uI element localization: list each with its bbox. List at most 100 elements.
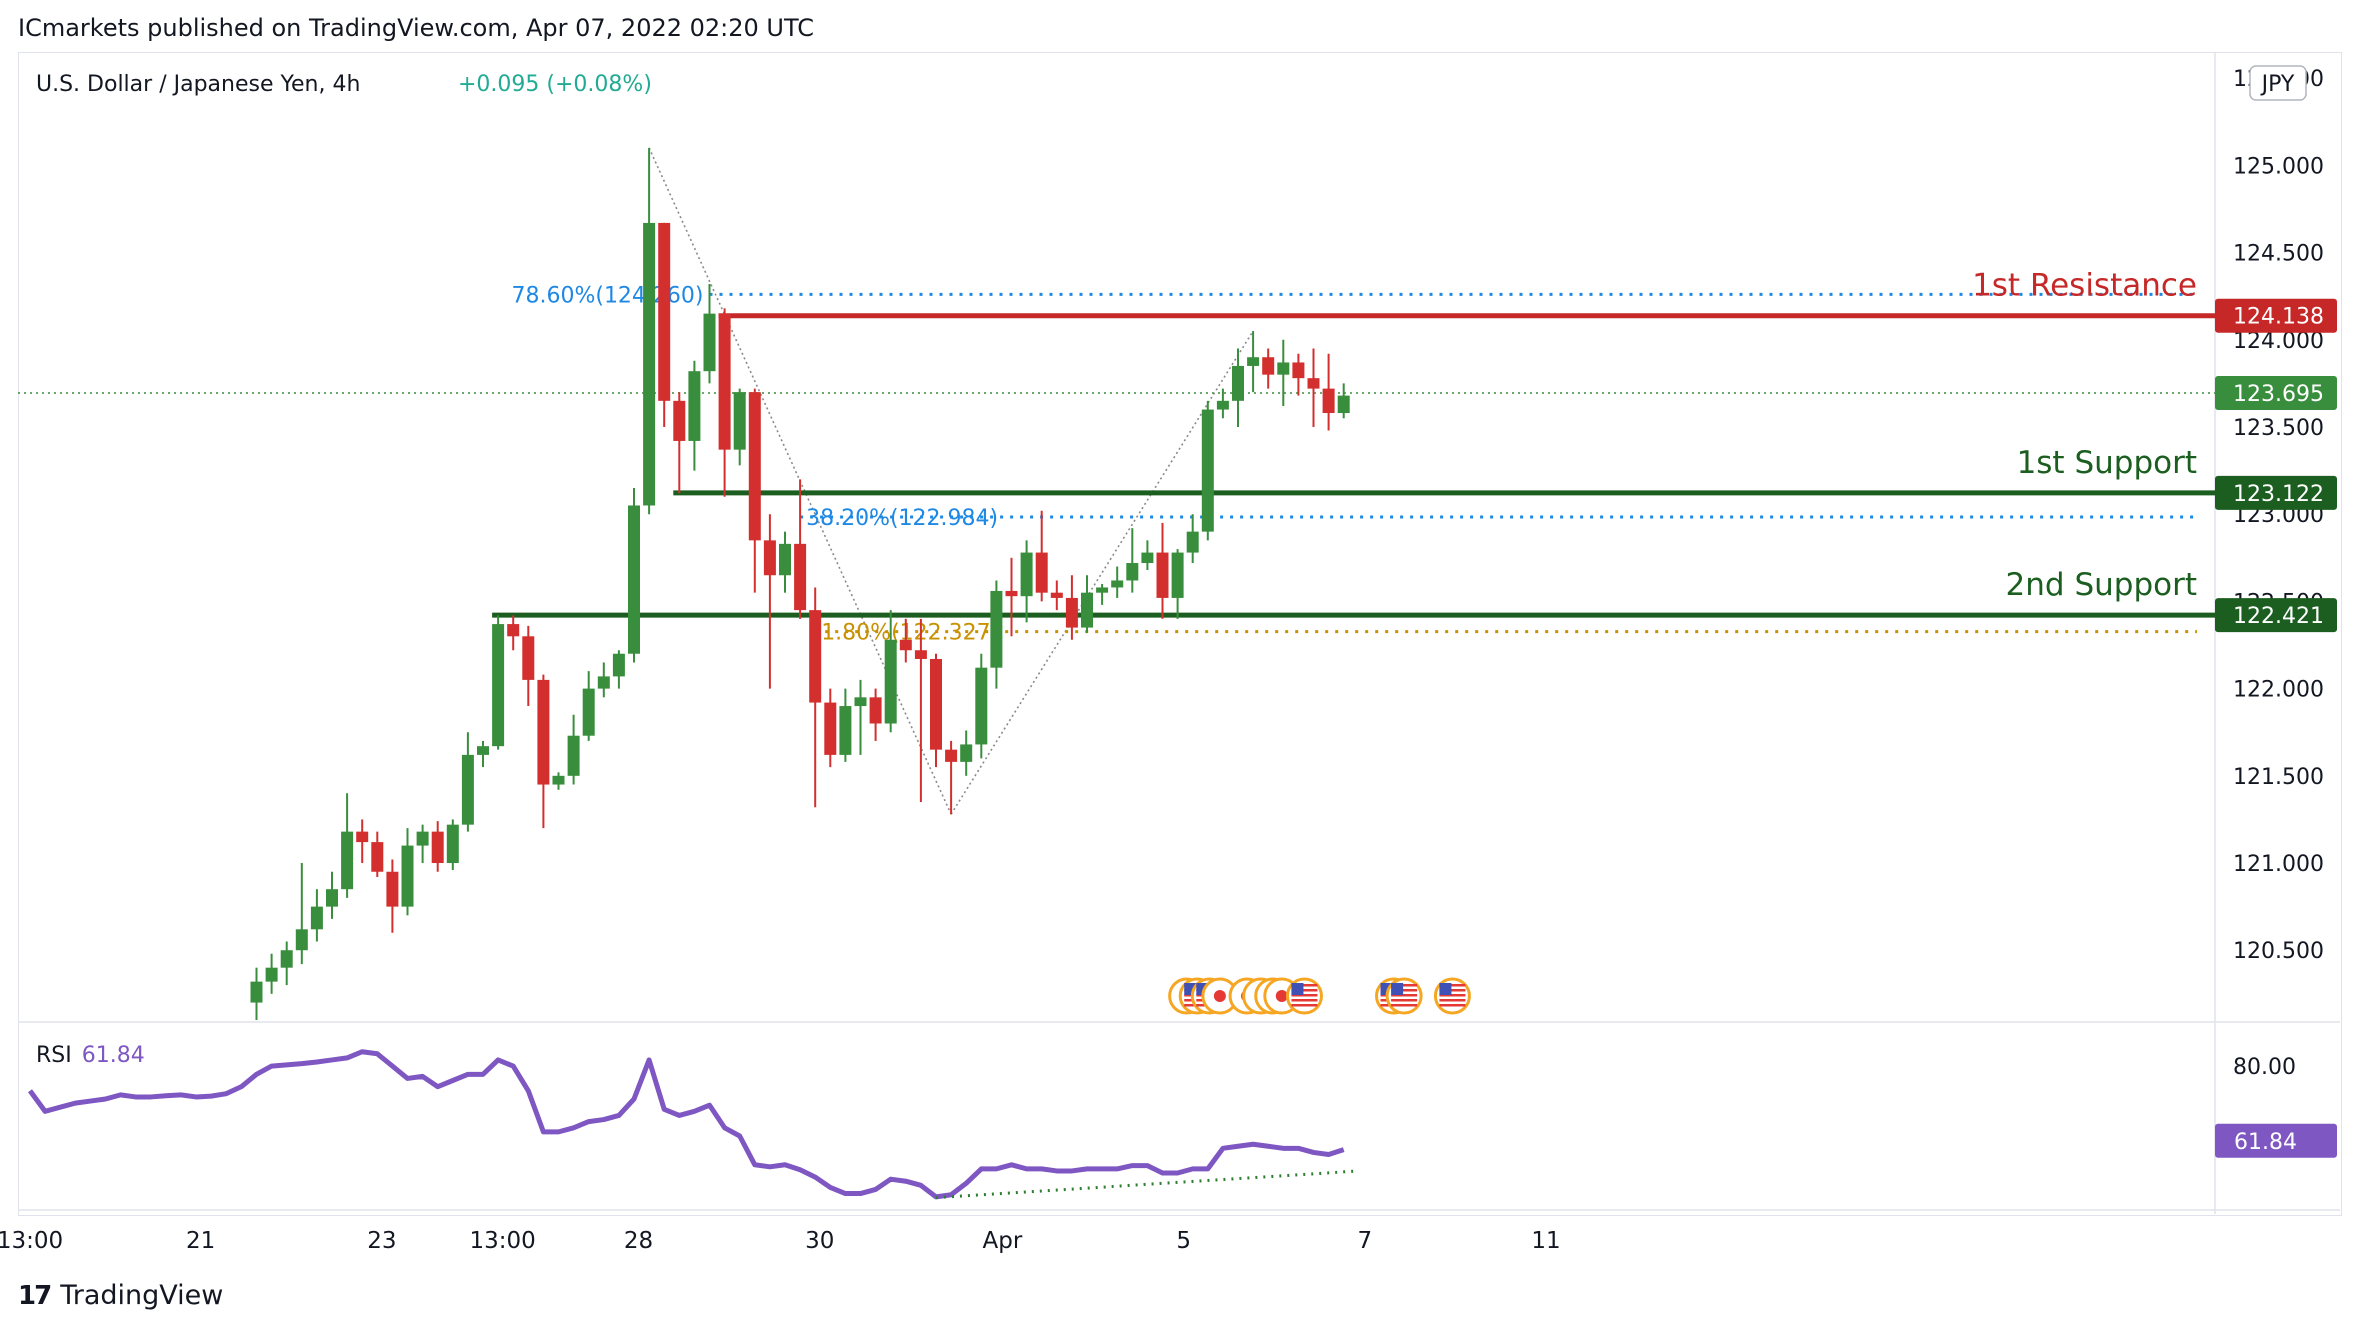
candle bbox=[779, 531, 791, 593]
candle bbox=[1065, 575, 1078, 640]
candle bbox=[461, 732, 474, 832]
candle bbox=[1307, 348, 1320, 427]
candle bbox=[310, 889, 323, 942]
candle bbox=[1277, 339, 1290, 407]
candle-body bbox=[507, 624, 520, 637]
candle bbox=[1216, 388, 1229, 419]
candle bbox=[839, 688, 852, 762]
candle-body bbox=[1277, 362, 1290, 375]
candle-body bbox=[990, 590, 1003, 668]
candle-body bbox=[1232, 365, 1244, 401]
candle-body bbox=[431, 831, 444, 864]
candle bbox=[809, 587, 822, 808]
price-badge-bg bbox=[2215, 298, 2337, 333]
candle bbox=[612, 650, 625, 689]
currency-text: JPY bbox=[2260, 72, 2295, 97]
candle-body bbox=[552, 775, 565, 785]
candle-body bbox=[461, 754, 474, 825]
candle bbox=[582, 671, 595, 741]
candle-body bbox=[688, 371, 701, 441]
candle bbox=[1247, 331, 1260, 393]
candle bbox=[446, 819, 459, 871]
flag-stripe bbox=[1439, 999, 1466, 1002]
support-resistance-levels[interactable]: 1st Resistance 1st Support 2nd Support bbox=[18, 268, 2215, 618]
publish-header: ICmarkets published on TradingView.com, … bbox=[18, 14, 814, 42]
fibonacci-tool[interactable]: 78.60%(124.260)38.20%(122.984)1.80%(122.… bbox=[511, 147, 2197, 815]
candle-body bbox=[884, 639, 897, 724]
candle-body bbox=[1322, 388, 1335, 414]
time-tick-label: 11 bbox=[1531, 1228, 1560, 1254]
price-badge-text: 124.138 bbox=[2233, 305, 2324, 330]
time-tick-label: 28 bbox=[624, 1228, 653, 1254]
candle bbox=[1081, 575, 1093, 633]
time-tick-label: 13:00 bbox=[469, 1228, 535, 1254]
time-tick-label: 21 bbox=[186, 1228, 215, 1254]
candle bbox=[975, 653, 988, 759]
candle bbox=[658, 222, 671, 427]
candle-body bbox=[975, 667, 988, 745]
us-flag-icon bbox=[1285, 977, 1323, 1015]
candle bbox=[1156, 522, 1169, 619]
candle bbox=[794, 479, 807, 619]
candle bbox=[1126, 528, 1139, 593]
candle-body bbox=[1096, 587, 1109, 593]
candle bbox=[1232, 348, 1244, 427]
candle-body bbox=[1035, 552, 1048, 593]
tradingview-logo[interactable]: 17 bbox=[18, 1280, 52, 1311]
candle bbox=[1020, 540, 1033, 623]
candle-body bbox=[824, 702, 837, 755]
candle-body bbox=[567, 735, 580, 776]
price-badge-text: 122.421 bbox=[2233, 604, 2324, 629]
time-tick-label: 5 bbox=[1176, 1228, 1191, 1254]
candle bbox=[265, 953, 278, 994]
candle bbox=[1035, 510, 1048, 602]
candle-body bbox=[763, 540, 776, 576]
candle-body bbox=[1307, 378, 1320, 389]
candle bbox=[341, 793, 354, 898]
candle bbox=[356, 819, 369, 864]
candle bbox=[552, 772, 565, 790]
candle bbox=[416, 824, 429, 864]
flag-stripe bbox=[1439, 989, 1466, 992]
flag-canton bbox=[1391, 983, 1404, 995]
currency-button: JPY bbox=[2249, 65, 2307, 101]
candle-body bbox=[914, 650, 927, 659]
candle bbox=[990, 580, 1003, 689]
candle bbox=[628, 488, 640, 663]
flag-stripe bbox=[1291, 984, 1318, 987]
candle-body bbox=[446, 824, 459, 864]
symbol-title: U.S. Dollar / Japanese Yen, 4h bbox=[36, 72, 361, 97]
flag-canton bbox=[1291, 983, 1304, 995]
candle bbox=[748, 388, 761, 593]
rsi-pane: 80.00 bbox=[27, 1049, 2296, 1200]
candle bbox=[326, 871, 338, 919]
candle bbox=[763, 514, 776, 689]
candle-body bbox=[612, 653, 625, 677]
price-change: +0.095 (+0.08%) bbox=[458, 72, 652, 97]
economic-events[interactable] bbox=[1168, 977, 1471, 1015]
candle-body bbox=[1141, 552, 1154, 564]
candle bbox=[1337, 383, 1350, 419]
candle bbox=[1141, 540, 1154, 571]
price-tick-label: 122.000 bbox=[2233, 678, 2324, 703]
candle-body bbox=[1201, 409, 1214, 532]
fib-level-label: 78.60%(124.260) bbox=[511, 283, 703, 308]
candle-body bbox=[1111, 580, 1124, 588]
candle bbox=[1292, 353, 1305, 396]
candle bbox=[945, 740, 958, 815]
rsi-badge-text: 61.84 bbox=[2234, 1130, 2297, 1155]
price-badge-text: 123.122 bbox=[2233, 482, 2324, 507]
level-name: 1st Support bbox=[2017, 445, 2197, 481]
time-tick-label: 23 bbox=[367, 1228, 396, 1254]
candle bbox=[1096, 583, 1109, 605]
candle bbox=[1262, 348, 1275, 389]
candle-body bbox=[945, 749, 958, 762]
candle-body bbox=[930, 658, 942, 750]
time-tick-label: Apr bbox=[983, 1228, 1023, 1254]
time-tick-label: 30 bbox=[805, 1228, 834, 1254]
candle-body bbox=[582, 688, 595, 736]
candle-body bbox=[280, 950, 293, 968]
brand-name[interactable]: TradingView bbox=[60, 1280, 224, 1311]
level-name: 2nd Support bbox=[2006, 567, 2197, 603]
